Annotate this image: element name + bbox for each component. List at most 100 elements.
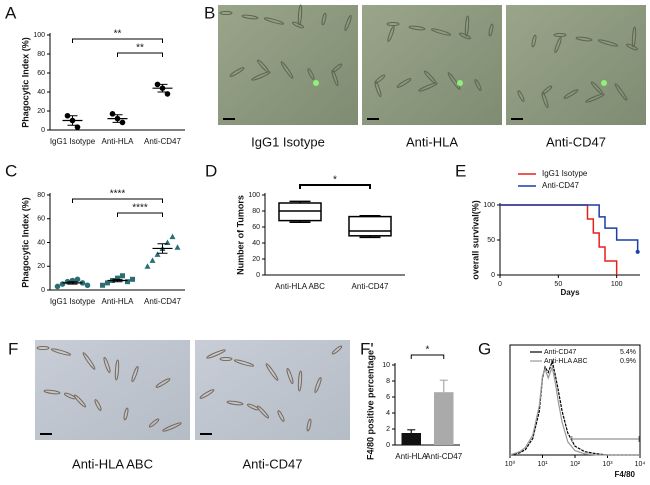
y-tick-label: 0 — [386, 442, 390, 449]
significance-label: * — [426, 345, 430, 356]
cell — [396, 78, 412, 88]
x-tick-label: Anti-CD47 — [144, 297, 181, 306]
y-tick-label: 40 — [37, 89, 45, 96]
cell — [374, 74, 386, 84]
y-tick-label: 2 — [386, 426, 390, 433]
cell — [430, 28, 452, 36]
legend-label: Anti-CD47 — [542, 181, 579, 190]
x-tick-label: 10⁴ — [635, 461, 646, 468]
x-tick-label: 10¹ — [537, 461, 548, 468]
data-point — [169, 233, 176, 240]
y-tick-label: 8 — [386, 378, 390, 385]
box — [278, 202, 322, 222]
cell — [614, 83, 628, 101]
cell — [344, 14, 352, 32]
panel-letter: F — [8, 339, 18, 358]
cell — [291, 21, 305, 29]
data-point — [144, 263, 151, 269]
data-point — [109, 111, 116, 117]
significance-bracket — [72, 38, 163, 43]
x-tick-label: Anti-CD47 — [144, 137, 181, 146]
micrograph — [35, 340, 190, 440]
cell — [114, 359, 120, 381]
cell — [94, 399, 102, 411]
image-label: Anti-HLA — [406, 134, 458, 149]
cell — [554, 36, 562, 54]
x-tick-label: Anti-CD47 — [425, 452, 462, 461]
cell — [306, 418, 312, 432]
x-tick-label: 100 — [611, 281, 623, 288]
panel-letter: D — [205, 161, 217, 180]
cell — [374, 80, 382, 98]
y-tick-label: 100 — [33, 32, 45, 39]
cell — [219, 11, 233, 15]
cell — [148, 418, 160, 428]
cell — [464, 15, 470, 37]
cell — [246, 403, 260, 411]
cell — [631, 26, 637, 48]
error-bar — [67, 115, 78, 126]
significance-label: ** — [114, 29, 122, 40]
significance-bracket — [299, 184, 371, 189]
cell — [63, 392, 77, 400]
x-tick-label: 50 — [554, 281, 562, 288]
x-tick-label: Anti-HLA — [395, 452, 428, 461]
x-tick-label: Anti-HLA — [101, 297, 134, 306]
cell — [541, 91, 549, 109]
cell — [155, 378, 171, 388]
panel-letter: F' — [360, 339, 374, 358]
cell — [50, 348, 72, 356]
data-point — [154, 251, 161, 257]
end-point — [635, 249, 640, 254]
cell — [265, 363, 279, 381]
y-tick-label: 0 — [41, 287, 45, 294]
cell — [517, 90, 525, 102]
image-label: Anti-CD47 — [546, 134, 606, 149]
panel-letter: B — [204, 3, 215, 22]
cell — [541, 85, 553, 95]
micrograph — [506, 5, 646, 125]
cell — [206, 349, 226, 359]
cell — [297, 370, 303, 392]
cell — [256, 405, 270, 419]
fluorescent-cell — [457, 80, 463, 86]
y-tick-label: 0 — [491, 272, 495, 279]
y-tick-label: 6 — [386, 394, 390, 401]
y-tick-label: 80 — [252, 208, 260, 215]
data-point — [149, 257, 156, 263]
panel-letter: A — [5, 3, 17, 22]
panel-letter: C — [5, 161, 17, 180]
cell — [553, 33, 567, 37]
cell — [251, 71, 271, 81]
cell — [162, 422, 182, 432]
data-point — [100, 282, 105, 288]
cell — [73, 394, 87, 408]
y-axis-label: Phagocytic Index (%) — [20, 197, 30, 288]
survival-curve — [500, 204, 618, 275]
x-tick-label: IgG1 Isotype — [50, 137, 96, 146]
cell — [331, 69, 339, 87]
significance-bracket — [117, 212, 163, 217]
error-bar — [157, 83, 168, 93]
data-point — [120, 273, 125, 279]
cell — [585, 93, 605, 103]
x-tick-label: 10² — [570, 461, 581, 468]
cell — [82, 352, 96, 370]
cell — [263, 17, 285, 25]
data-point — [54, 283, 61, 290]
y-axis-label: F4/80 positive percentage — [365, 350, 375, 460]
fluorescent-cell — [601, 80, 607, 86]
error-bar — [67, 281, 78, 285]
panel-letter: E — [455, 161, 466, 180]
cell — [280, 61, 294, 79]
cell — [531, 34, 537, 48]
cell — [233, 359, 255, 367]
y-axis-label: Phagocytic Index (%) — [20, 37, 30, 128]
significance-label: **** — [132, 203, 148, 214]
legend-label: Anti-HLA ABC — [544, 358, 588, 365]
y-tick-label: 4 — [386, 410, 390, 417]
y-tick-label: 100 — [248, 192, 260, 199]
data-point — [174, 244, 181, 250]
cell — [226, 400, 244, 406]
cell — [286, 367, 294, 385]
